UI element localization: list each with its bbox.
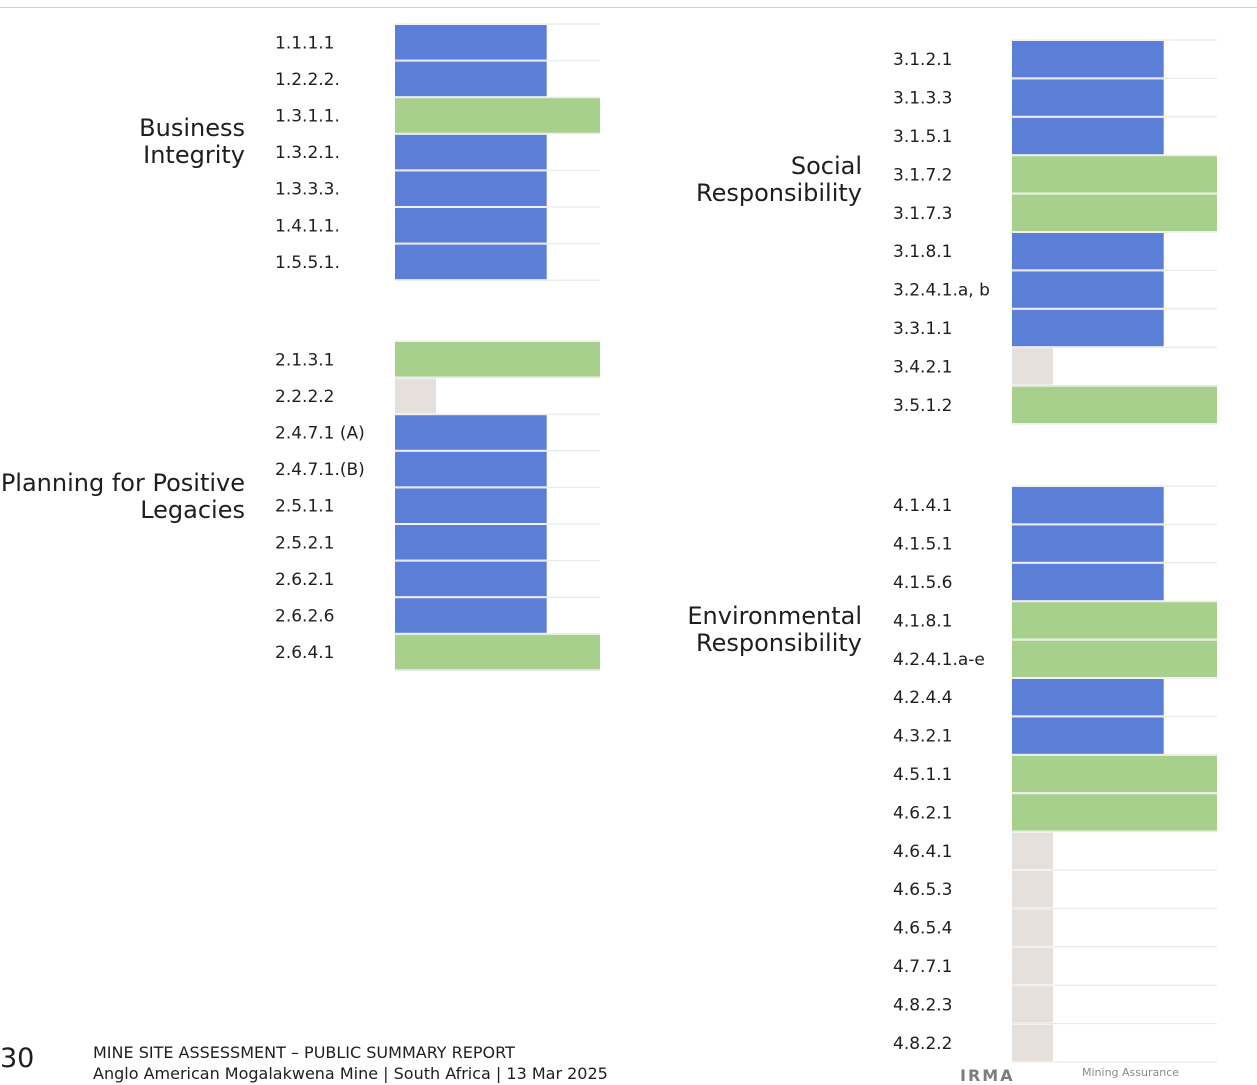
tick-label: 1.3.1.1.	[275, 107, 340, 127]
tick-label: 3.1.5.1	[893, 127, 952, 147]
bar-3-1-7-3	[1012, 194, 1217, 231]
bar-1-3-3-3	[395, 171, 547, 206]
bar-4-6-4-1	[1012, 832, 1053, 869]
bar-4-1-8-1	[1012, 602, 1217, 639]
bar-1-4-1-1	[395, 208, 547, 243]
tick-label: 4.1.5.1	[893, 535, 952, 555]
bar-4-6-5-3	[1012, 871, 1053, 908]
tick-label: 4.1.8.1	[893, 611, 952, 631]
tick-label: 4.2.4.4	[893, 688, 952, 708]
tick-label: 3.2.4.1.a, b	[893, 281, 990, 301]
footer-title: MINE SITE ASSESSMENT – PUBLIC SUMMARY RE…	[93, 1043, 515, 1062]
tick-label: 4.1.4.1	[893, 496, 952, 516]
tick-label: 4.6.5.3	[893, 880, 952, 900]
tick-label: 4.7.7.1	[893, 957, 952, 977]
bar-3-1-2-1	[1012, 41, 1164, 78]
tick-label: 1.5.5.1.	[275, 253, 340, 273]
bar-1-2-2-2	[395, 61, 547, 97]
bar-2-4-7-1-B	[395, 451, 547, 487]
group-title-positive-legacies: Planning for Positive Legacies	[0, 469, 245, 524]
tick-label: 2.5.1.1	[275, 497, 334, 517]
tick-label: 4.6.4.1	[893, 842, 952, 862]
footer-subtitle: Anglo American Mogalakwena Mine | South …	[93, 1064, 608, 1083]
bar-1-3-2-1	[395, 134, 547, 170]
tick-label: 4.3.2.1	[893, 727, 952, 747]
bar-4-3-2-1	[1012, 717, 1164, 754]
irma-logo-subtitle: Mining Assurance	[1082, 1066, 1180, 1079]
tick-label: 3.5.1.2	[893, 396, 952, 416]
tick-label: 4.1.5.6	[893, 573, 952, 593]
tick-label: 2.4.7.1 (A)	[275, 424, 365, 444]
tick-label: 2.6.4.1	[275, 643, 334, 663]
tick-label: 4.8.2.2	[893, 1034, 952, 1054]
group-title-environmental-responsibility: Environmental Responsibility	[687, 602, 862, 657]
bar-2-2-2-2	[395, 378, 436, 414]
tick-label: 3.1.8.1	[893, 242, 952, 262]
bar-4-1-5-1	[1012, 525, 1164, 562]
page-number: 30	[0, 1043, 35, 1074]
irma-logo: IRMA	[960, 1066, 1015, 1085]
tick-label: 2.2.2.2	[275, 387, 334, 407]
bar-4-6-5-4	[1012, 909, 1053, 946]
tick-label: 4.6.2.1	[893, 803, 952, 823]
bar-4-6-2-1	[1012, 794, 1217, 831]
bar-2-6-4-1	[395, 634, 600, 670]
bar-4-1-5-6	[1012, 563, 1164, 601]
top-rule	[0, 7, 1257, 8]
tick-label: 4.5.1.1	[893, 765, 952, 785]
tick-label: 1.2.2.2.	[275, 70, 340, 90]
bar-4-2-4-4	[1012, 679, 1164, 716]
group-title-business-integrity: Business Integrity	[139, 114, 245, 169]
bar-4-7-7-1	[1012, 947, 1053, 985]
tick-label: 2.6.2.6	[275, 607, 334, 627]
tick-label: 4.8.2.3	[893, 995, 952, 1015]
bar-4-8-2-3	[1012, 986, 1053, 1023]
bar-3-2-4-1-a-b	[1012, 271, 1164, 308]
tick-label: 2.4.7.1.(B)	[275, 460, 365, 480]
tick-label: 4.6.5.4	[893, 919, 952, 939]
bar-3-4-2-1	[1012, 348, 1053, 385]
tick-label: 1.1.1.1	[275, 33, 334, 53]
group-title-social-responsibility: Social Responsibility	[695, 152, 862, 207]
bar-3-1-8-1	[1012, 233, 1164, 270]
bar-3-3-1-1	[1012, 309, 1164, 347]
bar-2-6-2-1	[395, 561, 547, 597]
tick-label: 3.3.1.1	[893, 319, 952, 339]
bar-3-5-1-2	[1012, 386, 1217, 423]
tick-label: 1.4.1.1.	[275, 216, 340, 236]
tick-label: 3.1.3.3	[893, 89, 952, 109]
bar-2-1-3-1	[395, 342, 600, 377]
tick-label: 1.3.3.3.	[275, 180, 340, 200]
bar-3-1-7-2	[1012, 156, 1217, 193]
tick-label: 3.1.2.1	[893, 50, 952, 70]
bar-1-5-5-1	[395, 244, 547, 280]
tick-label: 2.6.2.1	[275, 570, 334, 590]
bar-1-1-1-1	[395, 25, 547, 60]
bar-1-3-1-1	[395, 98, 600, 133]
tick-label: 3.4.2.1	[893, 357, 952, 377]
bar-4-1-4-1	[1012, 487, 1164, 524]
tick-label: 1.3.2.1.	[275, 143, 340, 163]
bar-3-1-5-1	[1012, 117, 1164, 155]
bar-4-5-1-1	[1012, 755, 1217, 793]
tick-label: 2.5.2.1	[275, 533, 334, 553]
tick-label: 2.1.3.1	[275, 350, 334, 370]
bar-2-4-7-1-A	[395, 415, 547, 450]
bar-2-5-1-1	[395, 488, 547, 523]
bar-4-8-2-2	[1012, 1024, 1053, 1061]
bar-2-6-2-6	[395, 598, 547, 633]
bar-2-5-2-1	[395, 525, 547, 560]
tick-label: 4.2.4.1.a-e	[893, 650, 985, 670]
bar-3-1-3-3	[1012, 79, 1164, 116]
tick-label: 3.1.7.2	[893, 165, 952, 185]
bar-4-2-4-1-a-e	[1012, 640, 1217, 677]
tick-label: 3.1.7.3	[893, 204, 952, 224]
